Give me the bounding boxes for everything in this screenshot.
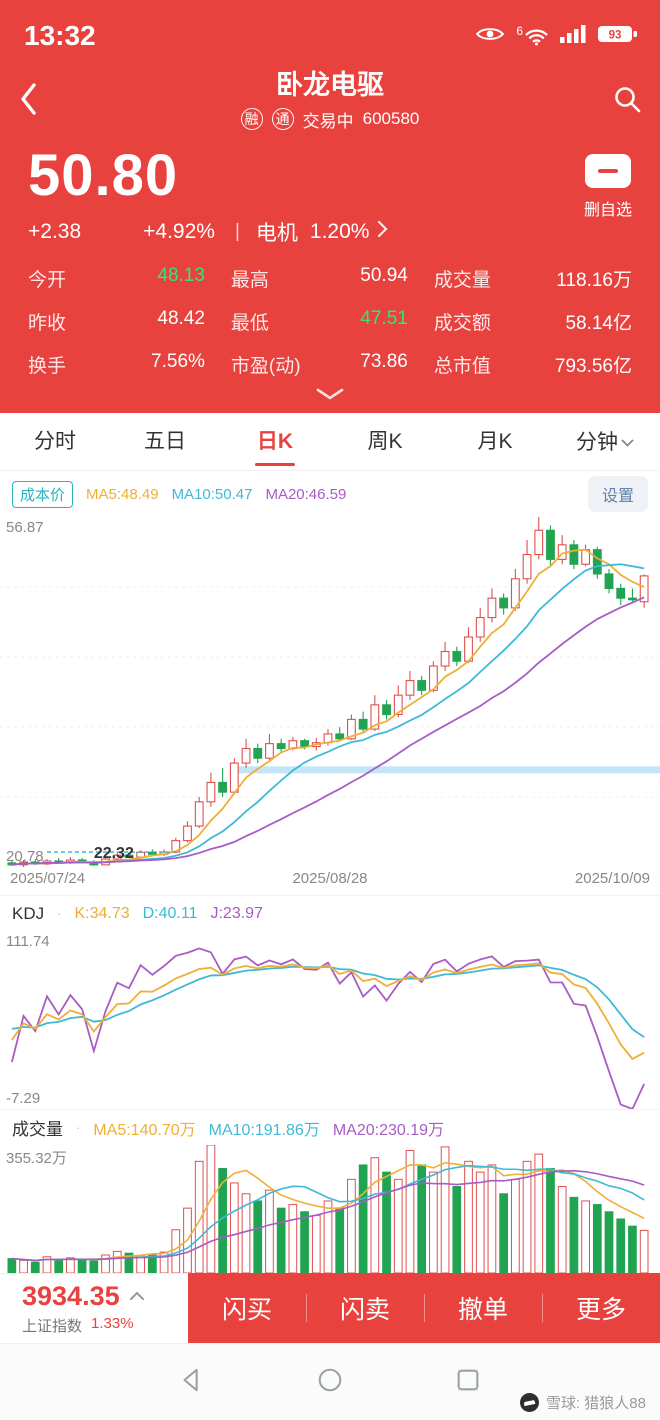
x-axis-labels: 2025/07/24 2025/08/28 2025/10/09	[0, 867, 660, 895]
status-bar: 13:32 6 93	[0, 0, 660, 58]
watermark-text: 雪球: 猎狼人88	[545, 1395, 646, 1412]
index-change-pct: 1.33%	[91, 1315, 134, 1333]
dot-separator: ·	[76, 1120, 81, 1136]
index-value: 3934.35	[22, 1281, 120, 1312]
stat-high: 最高 50.94	[230, 265, 408, 292]
stat-turnover-rate: 换手 7.56%	[28, 351, 205, 378]
xueqiu-logo-icon	[519, 1393, 539, 1412]
app-header: 卧龙电驱 融 通 交易中 600580	[0, 58, 660, 144]
volume-header[interactable]: 成交量 · MA5:140.70万 MA10:191.86万 MA20:230.…	[0, 1109, 660, 1145]
tab-monthly-k[interactable]: 月K	[477, 429, 513, 453]
lending-badge: 通	[271, 108, 294, 131]
bottom-action-bar: 3934.35 上证指数 1.33% 闪买 闪卖 撤单 更多	[0, 1273, 660, 1344]
chart-period-tabs: 分时 五日 日K 周K 月K 分钟	[0, 412, 660, 472]
tab-weekly-k[interactable]: 周K	[367, 429, 403, 453]
kdj-chart[interactable]: 111.74 -7.29	[0, 931, 660, 1110]
svg-text:22.32: 22.32	[94, 845, 134, 862]
ma-legend: 成本价 MA5:48.49 MA10:50.47 MA20:46.59 设置	[0, 471, 660, 517]
wifi-label: 6	[516, 23, 523, 38]
kdj-header[interactable]: KDJ · K:34.73 D:40.11 J:23.97	[0, 895, 660, 931]
price-block[interactable]: 50.80 +2.38 +4.92% | 电机 1.20%	[28, 146, 388, 247]
kdj-k-label: K:34.73	[74, 904, 130, 922]
vol-ma20-label: MA20:230.19万	[332, 1121, 445, 1139]
margin-badge: 融	[240, 108, 263, 131]
stat-market-cap: 总市值 793.56亿	[433, 356, 632, 378]
status-icons: 6 93	[475, 24, 638, 49]
stat-pe-dynamic: 市盈(动) 73.86	[230, 351, 408, 378]
stock-subtitle: 融 通 交易中 600580	[62, 107, 598, 132]
index-name: 上证指数	[22, 1318, 83, 1336]
stock-code: 600580	[362, 109, 420, 129]
wifi-icon: 6	[516, 23, 549, 46]
price-change: +2.38	[28, 220, 82, 244]
stats-grid: 今开 48.13 最高 50.94 成交量 118.16万 昨收 48.42 最低 47.…	[0, 255, 660, 378]
tab-daily-k[interactable]: 日K	[220, 413, 330, 471]
kdj-d-label: D:40.11	[142, 904, 198, 922]
remove-watchlist-label: 删自选	[583, 202, 632, 219]
nav-back-icon[interactable]	[178, 1366, 206, 1399]
red-header-area: 13:32 6 93 卧龙电驱 融 通 交易中	[0, 0, 660, 414]
watermark: 雪球: 猎狼人88	[519, 1392, 646, 1413]
battery-percent: 93	[609, 29, 622, 41]
tab-five-day[interactable]: 五日	[144, 429, 186, 453]
ma5-label: MA5:48.49	[86, 485, 159, 503]
kdj-title[interactable]: KDJ	[12, 903, 45, 923]
expand-stats-button[interactable]	[0, 378, 660, 413]
back-button[interactable]	[18, 81, 62, 122]
stat-prev-close: 昨收 48.42	[28, 308, 205, 335]
x-label-mid: 2025/08/28	[292, 870, 368, 888]
stat-today-open: 今开 48.13	[28, 265, 205, 292]
x-label-start: 2025/07/24	[10, 870, 86, 888]
minus-icon	[597, 169, 618, 173]
stock-name: 卧龙电驱	[276, 70, 384, 101]
divider: |	[234, 221, 240, 243]
search-icon[interactable]	[598, 84, 642, 119]
chevron-down-icon	[316, 388, 344, 400]
title-block: 卧龙电驱 融 通 交易中 600580	[62, 70, 598, 131]
watchlist-block: 删自选	[584, 154, 632, 247]
nav-home-icon[interactable]	[316, 1366, 344, 1399]
chevron-up-icon	[129, 1288, 145, 1306]
volume-title[interactable]: 成交量	[12, 1120, 63, 1140]
cost-price-tag[interactable]: 成本价	[12, 480, 74, 508]
flash-buy-button[interactable]: 闪买	[221, 1296, 272, 1325]
ma10-label: MA10:50.47	[171, 485, 253, 503]
change-row: +2.38 +4.92% | 电机 1.20%	[28, 217, 388, 247]
vol-ma10-label: MA10:191.86万	[208, 1121, 320, 1139]
cancel-order-button[interactable]: 撤单	[424, 1273, 542, 1343]
price-change-pct: +4.92%	[143, 220, 215, 244]
kdj-j-label: J:23.97	[210, 904, 263, 922]
remove-watchlist-button[interactable]	[584, 154, 631, 188]
settings-button[interactable]: 设置	[587, 476, 648, 513]
trading-status: 交易中	[302, 111, 354, 131]
chevron-down-icon	[621, 412, 634, 470]
stat-low: 最低 47.51	[230, 308, 408, 335]
flash-sell-button[interactable]: 闪卖	[306, 1273, 424, 1343]
volume-chart[interactable]: 355.32万	[0, 1145, 660, 1274]
index-summary[interactable]: 3934.35 上证指数 1.33%	[0, 1273, 188, 1344]
stat-turnover-amount: 成交额 58.14亿	[433, 313, 632, 335]
candlestick-chart[interactable]: 56.87 20.78 22.32	[0, 517, 660, 868]
signal-bars-icon	[560, 24, 586, 48]
chevron-right-icon[interactable]	[377, 220, 388, 244]
stat-volume: 成交量 118.16万	[433, 270, 632, 292]
vol-ma5-label: MA5:140.70万	[93, 1121, 196, 1139]
android-nav-bar: 雪球: 猎狼人88	[0, 1343, 660, 1420]
sector-change-pct[interactable]: 1.20%	[309, 220, 370, 244]
ma20-label: MA20:46.59	[265, 485, 347, 503]
battery-icon: 93	[597, 24, 638, 49]
more-button[interactable]: 更多	[542, 1273, 660, 1343]
tab-realtime[interactable]: 分时	[34, 429, 76, 453]
sector-name[interactable]: 电机	[255, 222, 298, 246]
tab-minute[interactable]: 分钟	[550, 412, 660, 472]
dot-separator: ·	[57, 906, 62, 922]
clock: 13:32	[24, 20, 96, 51]
current-price: 50.80	[28, 143, 179, 208]
nav-recents-icon[interactable]	[454, 1366, 482, 1399]
trade-actions: 闪买 闪卖 撤单 更多	[188, 1273, 660, 1344]
price-section: 50.80 +2.38 +4.92% | 电机 1.20% 删自选	[0, 144, 660, 255]
x-label-end: 2025/10/09	[574, 870, 650, 888]
eye-icon	[475, 24, 505, 49]
